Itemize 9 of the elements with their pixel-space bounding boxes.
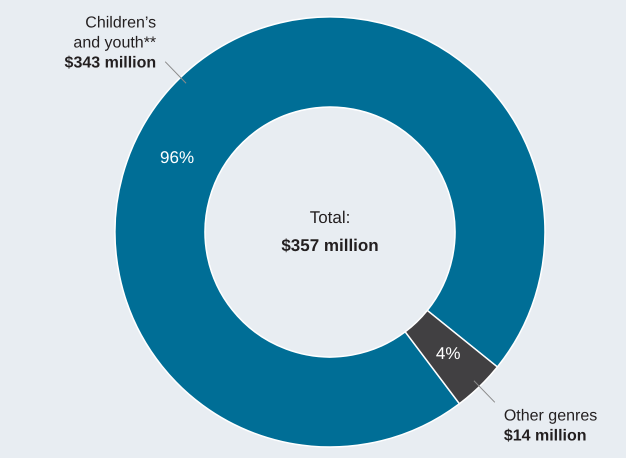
donut-slice [404,310,498,404]
slice-label: Children’s and youth** [73,14,156,52]
text: $357 million [281,236,379,255]
data-label: $343 million [64,54,156,72]
text: 96% [160,148,194,167]
slice-label: Other genres [504,408,598,425]
text: Total: [310,208,350,227]
data-label: $14 million [504,428,587,445]
text: 4% [436,344,461,364]
